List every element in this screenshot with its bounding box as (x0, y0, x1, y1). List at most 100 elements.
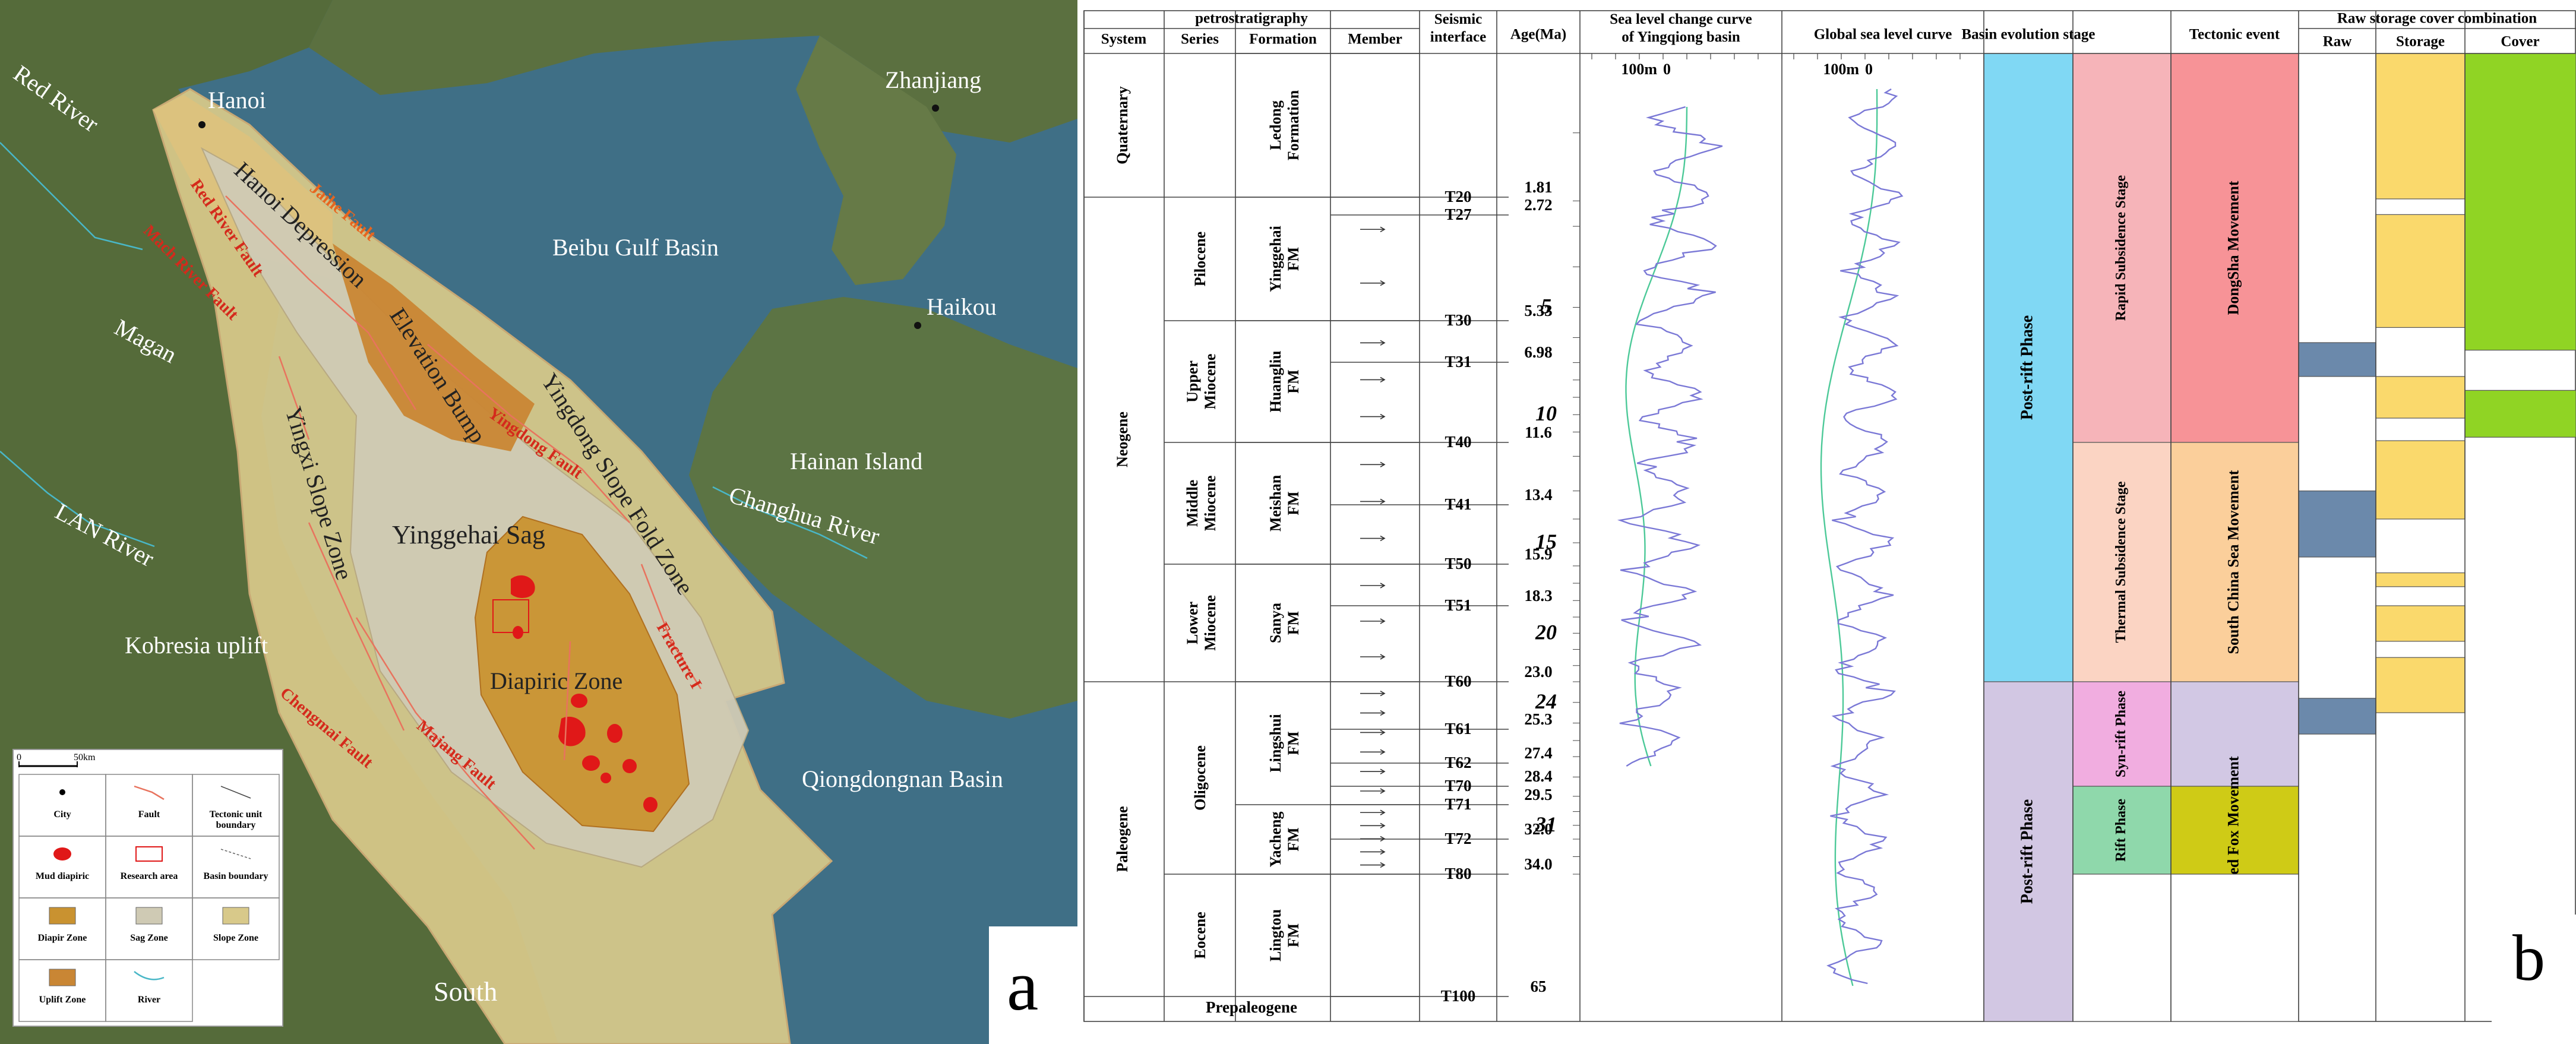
member-arrow (1360, 691, 1386, 697)
sub-stage-syn-rift-phase (2072, 681, 2172, 787)
legend-symbol-diapir-zone (49, 907, 76, 925)
legend-label-uplift-zone: Uplift Zone (39, 995, 86, 1005)
formation-label-lingtou-fm: LingtouFM (1267, 909, 1302, 961)
age-mark-15: 15 (1535, 530, 1557, 553)
sub-stage-rapid-subsidence-stage-label: Rapid Subsidence Stage (2113, 175, 2129, 321)
seismic-interface-t30: T30 (1445, 311, 1471, 329)
hanoi-city-marker (198, 121, 206, 128)
cover-block (2464, 53, 2576, 351)
legend-label-sag-zone: Sag Zone (130, 933, 168, 943)
age-value-t30: 5.33 (1524, 302, 1552, 319)
mud-diapirs (511, 575, 658, 812)
fault-lines (225, 195, 702, 850)
formation-label-yinggehai-fm: YinggehaiFM (1267, 226, 1302, 292)
age-value-t71: 29.5 (1524, 786, 1552, 803)
member-arrow (1360, 836, 1386, 842)
global-sea-level-long-term-curve (1820, 88, 1878, 986)
seismic-interface-t31: T31 (1445, 353, 1471, 371)
legend-label-basin-boundary: Basin boundary (204, 871, 268, 881)
storage-block (2375, 440, 2466, 520)
label-qiongdongnan: Qiongdongnan Basin (802, 765, 1003, 792)
legend-symbol-mud-diapir (53, 847, 71, 860)
member-arrow (1360, 788, 1386, 794)
tectonic-event-blank (2170, 874, 2299, 1022)
member-arrow (1360, 280, 1386, 286)
header-sea-level-local: Sea level change curve of Yingqiong basin (1610, 11, 1752, 45)
header-raw-storage-cover: Raw storage cover combination (2337, 11, 2537, 27)
panel-label-a: a (1007, 946, 1038, 1025)
sub-stage-rift-phase-label: Rift Phase (2113, 799, 2129, 862)
member-arrow (1360, 749, 1386, 755)
age-value-t20: 1.81 (1524, 178, 1552, 196)
seismic-interface-t100: T100 (1441, 987, 1476, 1005)
system-label-neogene: Neogene (1114, 412, 1131, 467)
member-arrow (1360, 413, 1386, 420)
age-mark-5: 5 (1541, 294, 1551, 318)
seismic-interface-t50: T50 (1445, 555, 1471, 572)
member-arrow (1360, 618, 1386, 624)
storage-block (2375, 376, 2466, 419)
storage-block (2375, 214, 2466, 328)
member-arrow (1360, 377, 1386, 383)
header-basin-evolution: Basin evolution stage (1961, 27, 2095, 43)
formation-label-ledong-formation: LedongFormation (1267, 90, 1302, 160)
research-area-box (492, 599, 529, 633)
header-cover: Cover (2501, 34, 2539, 50)
label-hanoi: Hanoi (208, 87, 266, 113)
curve-scale-left-sl2: 100m (1823, 61, 1859, 78)
age-value-t41: 13.4 (1524, 486, 1552, 504)
rivers (0, 142, 868, 559)
legend-label-fault: Fault (138, 809, 160, 820)
seismic-interface-t70: T70 (1445, 777, 1471, 795)
legend-label-river: River (138, 995, 160, 1005)
sub-stage-blank (2072, 874, 2172, 1022)
label-yinggehai-sag: Yinggehai Sag (392, 520, 545, 549)
scale-zero: 0 (17, 752, 21, 763)
legend-symbol-tectonic-boundary (220, 786, 251, 799)
age-value-t50: 15.9 (1524, 545, 1552, 563)
storage-block (2375, 657, 2466, 713)
age-value-t80: 34.0 (1524, 855, 1552, 873)
header-sea-level-global: Global sea level curve (1814, 27, 1952, 43)
formation-label-meishan-fm: MeishanFM (1267, 474, 1302, 532)
label-zhanjiang: Zhanjiang (885, 67, 981, 93)
series-label-upper-miocene: UpperMiocene (1184, 354, 1219, 410)
member-arrow (1360, 822, 1386, 829)
formation-label-huangliu-fm: HuangliuFM (1267, 350, 1302, 412)
member-arrow (1360, 654, 1386, 660)
storage-block (2375, 605, 2466, 642)
basin-stage-post-rift-phase (1983, 681, 2074, 1022)
series-label-lower-miocene: LowerMiocene (1184, 595, 1219, 651)
tectonic-event-sacred-fox-movement (2170, 786, 2299, 875)
legend-symbol-slope-zone (222, 907, 249, 925)
label-hainan: Hainan Island (790, 448, 922, 474)
header-tectonic-event: Tectonic event (2189, 27, 2280, 43)
curve-scale-right-sl1: 0 (1663, 61, 1671, 78)
formation-label-sanya-fm: SanyaFM (1267, 603, 1302, 643)
age-value-t27: 2.72 (1524, 196, 1552, 214)
header-storage: Storage (2396, 34, 2445, 50)
legend-label-tectonic-boundary: Tectonic unit boundary (210, 809, 263, 830)
member-arrow (1360, 340, 1386, 346)
panel-label-box-b (2492, 915, 2576, 1044)
age-value-t61: 25.3 (1524, 710, 1552, 728)
panel-label-b: b (2512, 922, 2545, 994)
age-mark-31: 31 (1535, 812, 1557, 836)
label-beibu: Beibu Gulf Basin (552, 234, 719, 261)
legend-label-slope-zone: Slope Zone (213, 933, 258, 943)
map-legend: 0 50km City Fault Tectonic unit boundary Mud… (12, 749, 283, 1027)
system-label-paleogene: Paleogene (1114, 806, 1131, 872)
series-label-middle-miocene: MiddleMiocene (1184, 476, 1219, 532)
formation-label-yacheng-fm: YachengFM (1267, 812, 1302, 868)
age-value-t72: 32.0 (1524, 820, 1552, 838)
yingqiong-sea-level-long-term-curve (1625, 106, 1688, 767)
legend-cell (105, 959, 193, 1022)
header-system: System (1101, 31, 1147, 48)
map-panel: Hanoi Zhanjiang Haikou Beibu Gulf Basin … (0, 0, 1077, 1044)
series-label-oligocene: Oligocene (1191, 745, 1209, 811)
seismic-interface-t41: T41 (1445, 495, 1471, 513)
raw-block (2298, 698, 2376, 735)
basin-stage-post-rift-phase-label: Post-rift Phase (2018, 315, 2036, 420)
curve-scale-left-sl1: 100m (1621, 61, 1657, 78)
age-value-t60: 23.0 (1524, 663, 1552, 681)
